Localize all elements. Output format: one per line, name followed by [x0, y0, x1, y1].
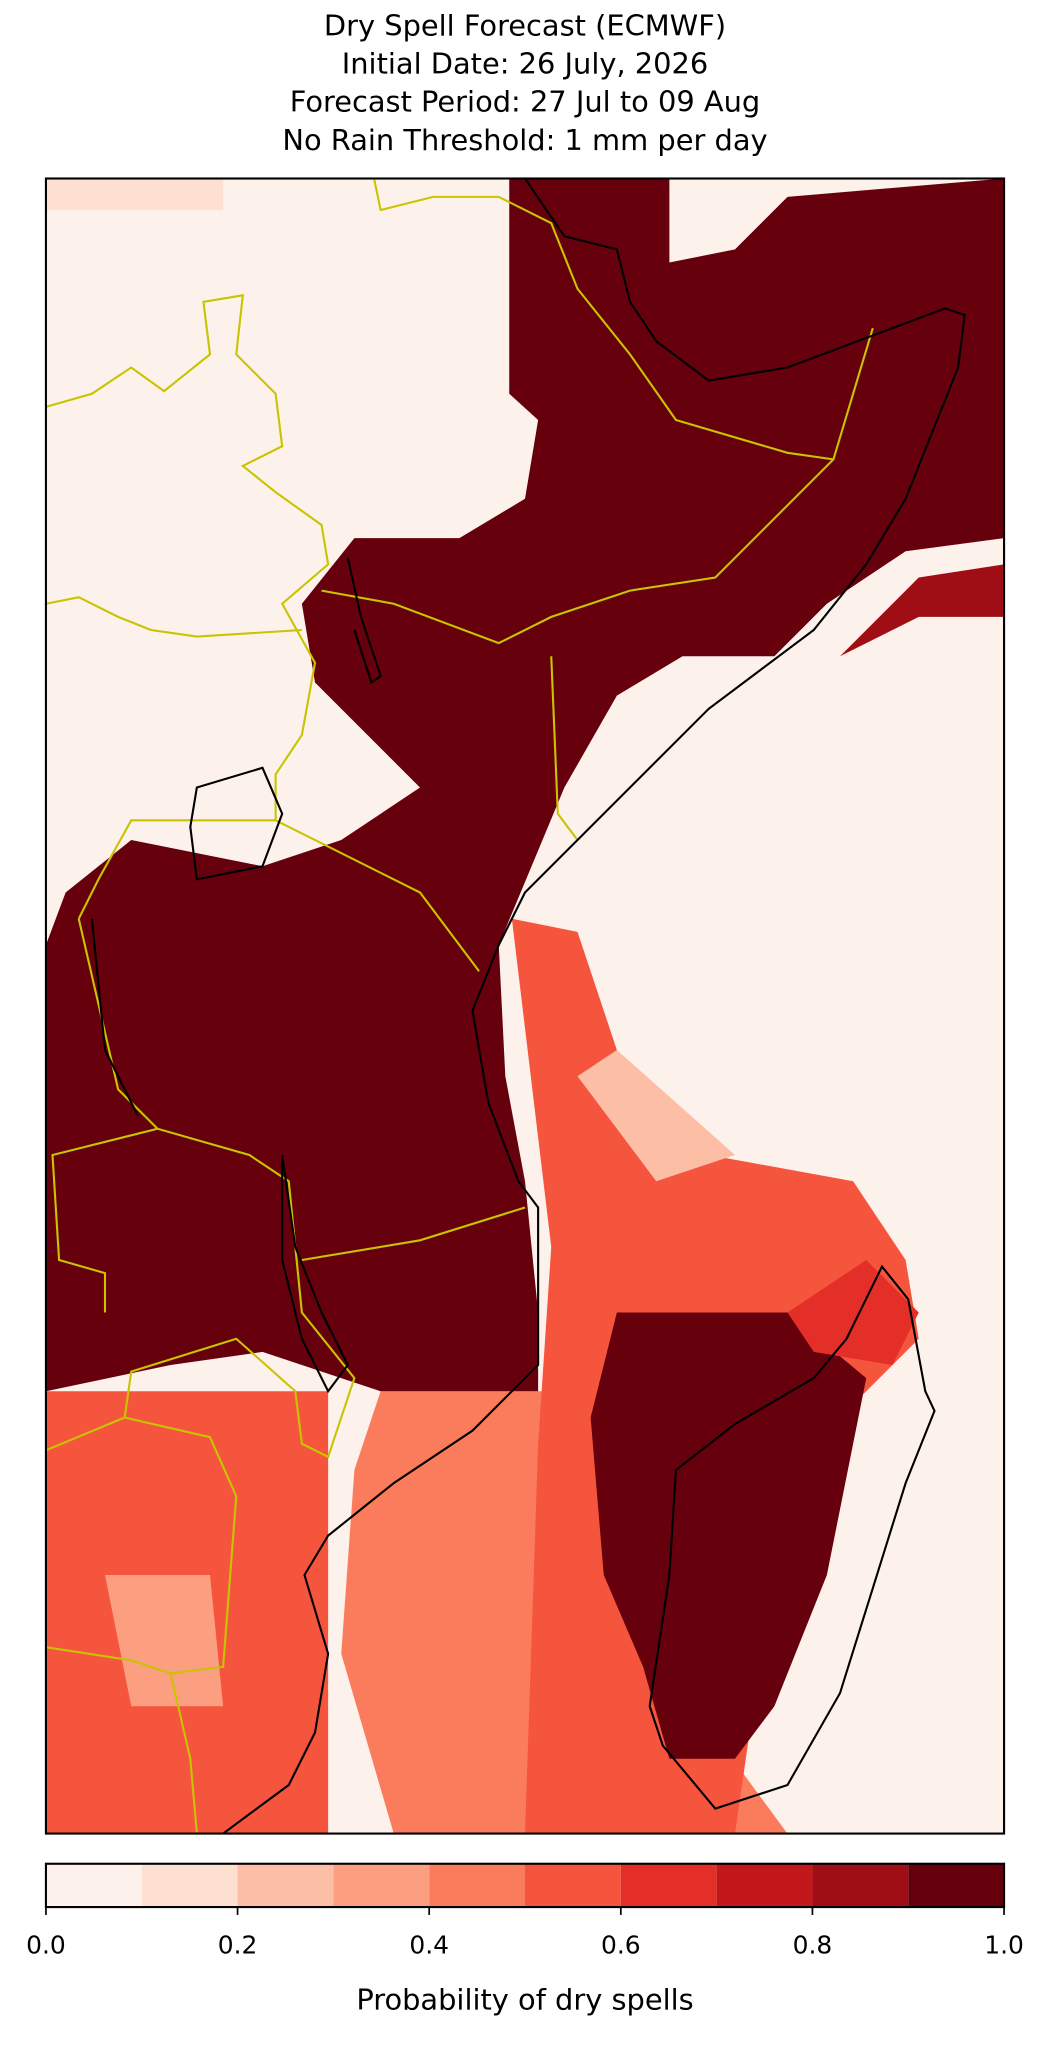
colorbar-bin	[716, 1863, 813, 1908]
map-region	[787, 1260, 919, 1366]
colorbar-bin	[237, 1863, 334, 1908]
colorbar-frame	[44, 1862, 1006, 1909]
colorbar-tick-label: 0.6	[601, 1930, 641, 1959]
title-block: Dry Spell Forecast (ECMWF) Initial Date: …	[282, 9, 767, 157]
colorbar-tick-label: 1.0	[984, 1930, 1024, 1959]
title-line: Dry Spell Forecast (ECMWF)	[324, 9, 726, 43]
coastline	[222, 178, 966, 1834]
colorbar: 0.0 0.2 0.4 0.6 0.8 1.0 Probability of dry spe…	[26, 1862, 1024, 2017]
map-region	[45, 178, 224, 211]
title-line: Initial Date: 26 July, 2026	[342, 47, 708, 81]
map-lines	[45, 178, 966, 1834]
colorbar-bin	[333, 1863, 430, 1908]
colorbar-label: Probability of dry spells	[356, 1983, 693, 2017]
map	[45, 178, 1005, 1834]
colorbar-bin	[812, 1863, 909, 1908]
colorbar-bin	[141, 1863, 238, 1908]
colorbar-tick-label: 0.4	[409, 1930, 449, 1959]
colorbar-tick-label: 0.2	[218, 1930, 258, 1959]
colorbar-bin	[908, 1863, 1005, 1908]
map-region	[45, 178, 1005, 1392]
map-region	[577, 1050, 735, 1182]
map-region	[840, 564, 1005, 657]
colorbar-tick-label: 0.0	[26, 1930, 66, 1959]
colorbar-bin	[620, 1863, 717, 1908]
colorbar-bin	[525, 1863, 621, 1908]
colorbar-bin	[429, 1863, 525, 1908]
map-frame	[44, 177, 1006, 1835]
colorbar-bin	[45, 1863, 142, 1908]
map-region	[105, 1575, 224, 1707]
title-line: No Rain Threshold: 1 mm per day	[282, 123, 767, 157]
country-border	[45, 178, 874, 1834]
colorbar-tick-label: 0.8	[793, 1930, 833, 1959]
madagascar-coast	[648, 1264, 936, 1810]
lake-shore	[90, 557, 382, 1394]
title-line: Forecast Period: 27 Jul to 09 Aug	[290, 85, 760, 119]
